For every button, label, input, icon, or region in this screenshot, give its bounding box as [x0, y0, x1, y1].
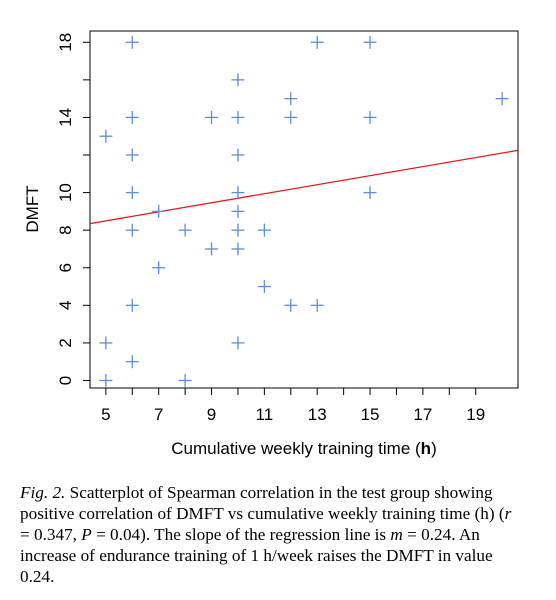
points-layer [99, 35, 509, 387]
y-tick-label: 14 [56, 108, 75, 127]
y-axis: 0 2 4 6 8 10 14 18 [56, 33, 90, 385]
data-point [231, 336, 245, 350]
data-point [125, 355, 139, 369]
caption-p-symbol: P [81, 525, 92, 544]
x-axis-title: Cumulative weekly training time (h) [171, 439, 436, 458]
data-point [284, 110, 298, 124]
x-tick-label: 13 [308, 405, 327, 424]
data-point [99, 129, 113, 143]
data-point [231, 204, 245, 218]
data-point [363, 110, 377, 124]
y-tick-label: 8 [56, 225, 75, 234]
data-point [125, 110, 139, 124]
x-tick-label: 7 [154, 405, 163, 424]
caption-m-symbol: m [390, 525, 403, 544]
y-axis-title: DMFT [23, 185, 42, 232]
caption-text-1: Scatterplot of Spearman correlation in t… [20, 483, 505, 523]
data-point [125, 223, 139, 237]
data-point [363, 35, 377, 49]
regression-line [89, 149, 519, 225]
data-point [257, 280, 271, 294]
data-point [205, 110, 219, 124]
data-point [178, 223, 192, 237]
data-point [178, 373, 192, 387]
data-point [125, 148, 139, 162]
data-point [495, 92, 509, 106]
data-point [205, 242, 219, 256]
y-tick-label: 6 [56, 263, 75, 272]
x-tick-label: 9 [207, 405, 216, 424]
scatter-chart: 5 7 9 11 13 15 17 19 0 2 4 6 8 10 14 18 Cumulative wee… [23, 30, 519, 458]
data-point [99, 336, 113, 350]
data-point [284, 298, 298, 312]
data-point [310, 35, 324, 49]
y-tick-label: 18 [56, 33, 75, 52]
data-point [310, 298, 324, 312]
data-point [231, 73, 245, 87]
data-point [125, 298, 139, 312]
figure-caption: Fig. 2. Scatterplot of Spearman correlat… [20, 482, 520, 587]
y-tick-label: 10 [56, 183, 75, 202]
data-point [231, 223, 245, 237]
x-axis: 5 7 9 11 13 15 17 19 [101, 388, 485, 424]
data-point [125, 35, 139, 49]
data-point [125, 186, 139, 200]
data-point [231, 242, 245, 256]
data-point [231, 148, 245, 162]
x-tick-label: 11 [256, 405, 274, 424]
y-tick-label: 2 [56, 338, 75, 347]
caption-text-3: = 0.04). The slope of the regression lin… [91, 525, 391, 544]
x-tick-label: 17 [413, 405, 432, 424]
data-point [284, 92, 298, 106]
data-point [257, 223, 271, 237]
data-point [99, 373, 113, 387]
y-tick-label: 4 [56, 301, 75, 310]
data-point [152, 261, 166, 275]
caption-text-2: = 0.347, [20, 525, 82, 544]
y-tick-label: 0 [56, 376, 75, 385]
data-point [231, 110, 245, 124]
caption-r-symbol: r [504, 504, 512, 523]
caption-text-4: = 0.24. An increase of endurance trainin… [20, 525, 493, 586]
caption-figure-label: Fig. 2. [20, 483, 66, 502]
plot-frame [89, 30, 519, 389]
x-tick-label: 5 [101, 405, 110, 424]
x-tick-label: 15 [361, 405, 380, 424]
data-point [363, 186, 377, 200]
data-point [231, 186, 245, 200]
x-tick-label: 19 [466, 405, 485, 424]
data-point [152, 204, 166, 218]
